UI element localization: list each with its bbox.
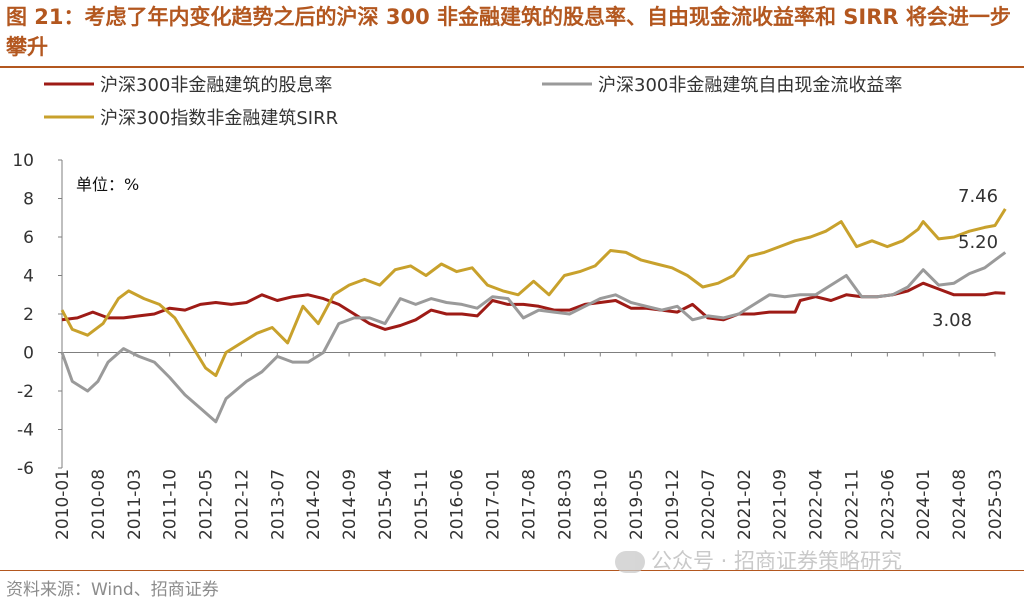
- y-tick-label: 0: [23, 344, 34, 364]
- x-tick-label: 2022-04: [807, 469, 827, 540]
- y-tick-label: 2: [23, 305, 34, 325]
- y-tick-label: -2: [17, 382, 34, 402]
- x-tick-label: 2020-07: [699, 469, 719, 540]
- y-tick-label: 8: [23, 190, 34, 210]
- end-labels: 3.08 5.20 7.46: [932, 186, 998, 331]
- figure-title: 图 21：考虑了年内变化趋势之后的沪深 300 非金融建筑的股息率、自由现金流收…: [6, 5, 1011, 59]
- series-line-1: [60, 251, 1007, 424]
- x-tick-label: 2013-07: [268, 469, 288, 540]
- chart-legend: 沪深300非金融建筑的股息率 沪深300非金融建筑自由现金流收益率沪深300指数非…: [44, 75, 902, 129]
- x-tick-label: 2011-10: [161, 469, 181, 540]
- x-tick-label: 2015-04: [376, 469, 396, 540]
- x-tick-label: 2010-08: [89, 469, 109, 540]
- x-tick-label: 2019-05: [627, 469, 647, 540]
- y-tick-label: 10: [12, 151, 34, 171]
- legend-label-1: 沪深300非金融建筑自由现金流收益率: [598, 75, 902, 96]
- end-label-2: 7.46: [958, 186, 998, 207]
- x-tick-label: 2019-12: [663, 469, 683, 540]
- x-tick-label: 2021-02: [735, 469, 755, 540]
- x-tick-label: 2014-09: [340, 469, 360, 540]
- x-tick-label: 2017-01: [484, 469, 504, 540]
- series-lines: [60, 208, 1007, 424]
- unit-label: 单位：%: [76, 175, 139, 194]
- x-tick-label: 2023-06: [878, 469, 898, 540]
- x-tick-label: 2024-01: [914, 469, 934, 540]
- watermark-text: 公众号 · 招商证券策略研究: [651, 549, 903, 573]
- x-tick-label: 2024-08: [950, 469, 970, 540]
- y-tick-label: 4: [23, 267, 34, 287]
- y-axis: 10 8 6 4 2 0 -2 -4 -6: [12, 151, 63, 479]
- x-tick-label: 2025-03: [986, 469, 1006, 540]
- end-label-1: 5.20: [958, 232, 998, 253]
- x-tick-label: 2018-03: [555, 469, 575, 540]
- x-tick-label: 2017-08: [520, 469, 540, 540]
- source-note: 资料来源：Wind、招商证券: [6, 580, 219, 600]
- y-tick-label: -4: [17, 421, 34, 441]
- x-tick-label: 2012-05: [197, 469, 217, 540]
- x-tick-label: 2015-11: [412, 469, 432, 540]
- y-tick-label: 6: [23, 228, 34, 248]
- x-tick-label: 2018-10: [591, 469, 611, 540]
- watermark: 公众号 · 招商证券策略研究: [615, 545, 902, 575]
- series-line-2: [60, 208, 1007, 378]
- x-tick-label: 2021-09: [771, 469, 791, 540]
- wechat-icon: [615, 551, 645, 573]
- x-tick-label: 2012-12: [232, 469, 252, 540]
- series-line-0: [61, 281, 1006, 331]
- legend-label-2: 沪深300指数非金融建筑SIRR: [100, 108, 338, 129]
- x-axis: 2010-01 2010-08 2011-03 2011-10 2012-05 2012-…: [53, 352, 1006, 540]
- x-tick-label: 2022-11: [842, 469, 862, 540]
- end-label-0: 3.08: [932, 310, 972, 331]
- footer-divider: [0, 570, 1024, 571]
- x-tick-label: 2011-03: [125, 469, 145, 540]
- x-tick-label: 2016-06: [448, 469, 468, 540]
- legend-label-0: 沪深300非金融建筑的股息率: [100, 75, 332, 96]
- title-divider: [0, 66, 1024, 68]
- x-tick-label: 2014-02: [304, 469, 324, 540]
- y-tick-label: -6: [17, 459, 34, 479]
- x-tick-label: 2010-01: [53, 469, 73, 540]
